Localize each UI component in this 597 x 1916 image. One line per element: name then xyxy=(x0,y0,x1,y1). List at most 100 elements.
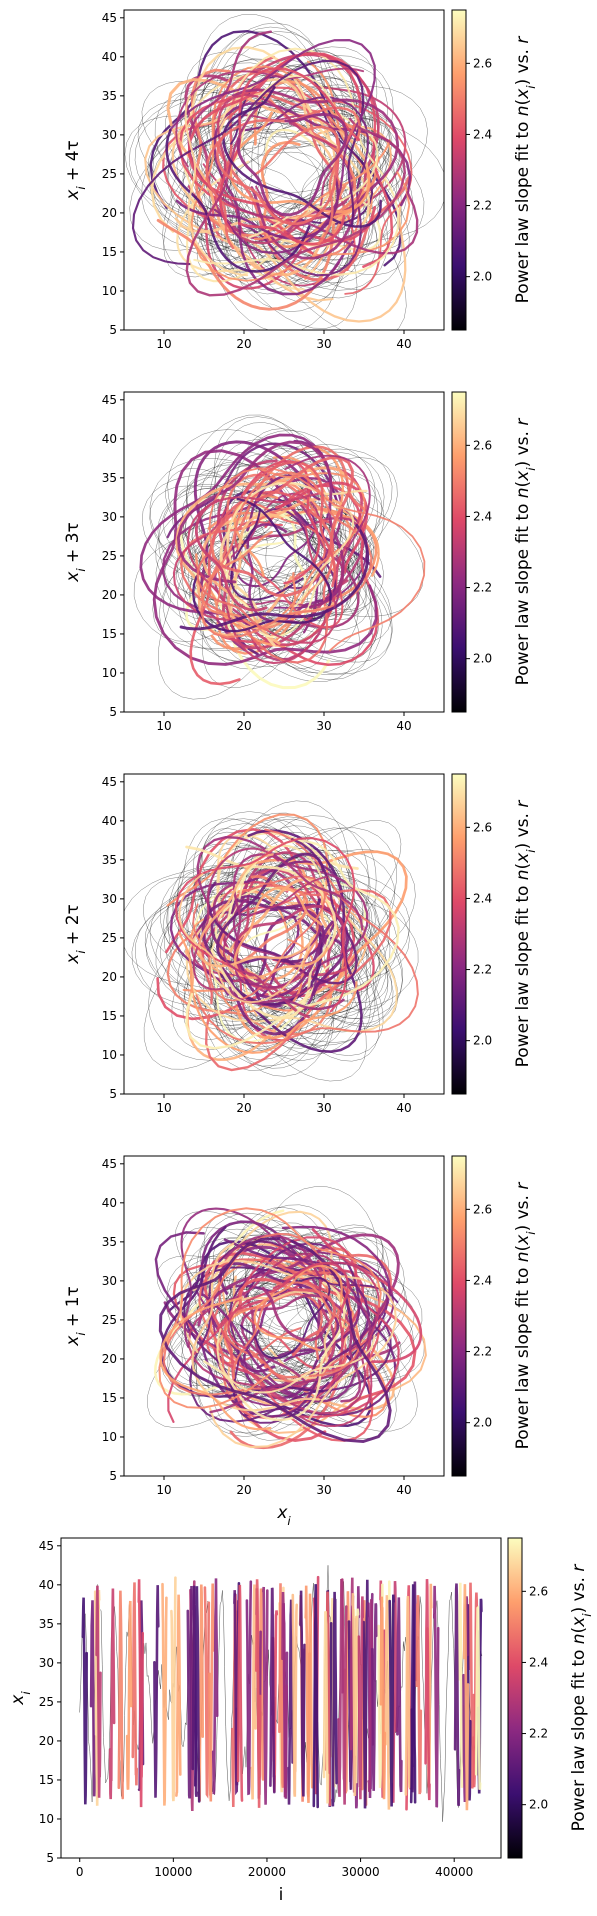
y-tick-label: 15 xyxy=(102,1009,117,1023)
colorbar-tick-label: 2.0 xyxy=(473,270,492,284)
trajectory-colored-segment xyxy=(158,1236,392,1443)
x-axis-label: i xyxy=(279,1885,284,1905)
x-tick-label: 30000 xyxy=(341,1865,379,1879)
colorbar-tick-label: 2.2 xyxy=(529,1727,548,1741)
time-series-colored-segment xyxy=(170,1576,177,1802)
trajectory-background-line xyxy=(192,105,380,286)
trajectory-colored-segment xyxy=(239,1276,331,1360)
trajectory-colored-segment xyxy=(167,1240,373,1427)
x-tick-label: 30 xyxy=(316,1483,331,1497)
colorbar-gradient xyxy=(451,391,467,713)
y-tick-label: 40 xyxy=(39,1578,54,1592)
colorbar-gradient xyxy=(451,1155,467,1477)
axes-frame xyxy=(60,1537,502,1859)
colorbar: 2.0 2.2 2.4 2.6 Power law slope fit to n(xi)… xyxy=(451,1155,538,1477)
time-series-colored-segment xyxy=(211,1578,219,1795)
time-series-colored-segment xyxy=(462,1584,470,1811)
time-series-colored-segment xyxy=(384,1595,391,1810)
y-tick-label: 5 xyxy=(109,1469,117,1483)
time-series-colored-segment xyxy=(281,1591,288,1798)
x-tick-label: 10 xyxy=(156,719,171,733)
x-tick-label: 20000 xyxy=(248,1865,286,1879)
time-series-colored-segment xyxy=(125,1600,133,1790)
trajectory-colored-segment xyxy=(219,1261,333,1328)
y-tick-label: 15 xyxy=(102,627,117,641)
x-tick-label: 20 xyxy=(236,1101,251,1115)
colorbar: 2.0 2.2 2.4 2.6 Power law slope fit to n(xi)… xyxy=(507,1537,594,1859)
trajectory-colored-segment xyxy=(180,1207,295,1348)
plot-area xyxy=(133,414,426,700)
y-tick-label: 10 xyxy=(102,666,117,680)
y-tick-label: 10 xyxy=(102,1430,117,1444)
trajectory-colored-segment xyxy=(159,1296,272,1431)
trajectory-colored-segment xyxy=(284,454,371,609)
x-tick-label: 20 xyxy=(236,1483,251,1497)
trajectory-colored-segment xyxy=(174,837,356,1013)
x-tick-label: 40 xyxy=(396,719,411,733)
plot-area xyxy=(124,800,419,1082)
x-tick-label: 10000 xyxy=(154,1865,192,1879)
time-series-colored-segment xyxy=(254,1579,262,1808)
colorbar: 2.0 2.2 2.4 2.6 Power law slope fit to n(xi)… xyxy=(451,773,538,1095)
colorbar-tick-label: 2.6 xyxy=(473,1202,492,1216)
y-tick-label: 25 xyxy=(102,167,117,181)
trajectory-colored-segment xyxy=(177,931,358,1054)
colorbar-tick-label: 2.0 xyxy=(473,652,492,666)
time-series-colored-segment xyxy=(131,1582,138,1786)
x-tick-label: 10 xyxy=(156,1483,171,1497)
trajectory-colored-segment xyxy=(168,38,376,255)
trajectory-colored-segment xyxy=(178,873,313,1004)
trajectory-colored-segment xyxy=(232,853,364,989)
x-tick-label: 30 xyxy=(316,337,331,351)
trajectory-colored-segment xyxy=(158,1207,382,1409)
trajectory-colored-segment xyxy=(236,112,348,217)
time-series-colored-segment xyxy=(362,1579,369,1809)
trajectory-colored-segment xyxy=(185,102,407,297)
time-series-colored-segment xyxy=(415,1595,423,1795)
time-series-colored-segment xyxy=(474,1605,482,1791)
time-series-colored-segment xyxy=(370,1603,378,1791)
trajectory-background-line xyxy=(172,828,325,975)
time-series-colored-segment xyxy=(287,1599,294,1805)
trajectory-colored-segment xyxy=(167,1236,400,1423)
time-series-colored-segment xyxy=(208,1583,215,1802)
trajectory-colored-segment xyxy=(208,467,426,652)
trajectory-colored-segment xyxy=(192,847,280,991)
y-axis-label: xi + 1τ xyxy=(63,1286,88,1346)
colorbar: 2.0 2.2 2.4 2.6 Power law slope fit to n(xi)… xyxy=(451,9,538,331)
time-series-colored-segment xyxy=(186,1585,194,1799)
y-tick-label: 30 xyxy=(39,1656,54,1670)
y-tick-label: 30 xyxy=(102,128,117,142)
trajectory-colored-segment xyxy=(222,876,328,999)
trajectory-colored-segment xyxy=(229,111,371,214)
y-tick-label: 40 xyxy=(102,814,117,828)
time-series-colored-segment xyxy=(312,1584,320,1809)
time-series-colored-segment xyxy=(193,1586,201,1803)
trajectory-background-line xyxy=(206,118,339,253)
time-series-colored-segment xyxy=(453,1583,461,1807)
trajectory-colored-segment xyxy=(196,836,369,1007)
trajectory-colored-segment xyxy=(261,1286,329,1342)
colorbar-label: Power law slope fit to n(xi) vs. r xyxy=(513,36,538,304)
colorbar-tick-label: 2.4 xyxy=(529,1655,548,1669)
time-series-colored-segment xyxy=(137,1579,144,1808)
y-tick-label: 40 xyxy=(102,1196,117,1210)
y-tick-label: 15 xyxy=(102,245,117,259)
colorbar-tick-label: 2.0 xyxy=(529,1798,548,1812)
y-tick-label: 20 xyxy=(102,970,117,984)
trajectory-background-line xyxy=(176,490,385,688)
y-tick-label: 25 xyxy=(102,931,117,945)
time-series-colored-segment xyxy=(409,1584,417,1804)
time-series-colored-segment xyxy=(388,1594,395,1807)
trajectory-colored-segment xyxy=(209,844,335,995)
y-tick-label: 45 xyxy=(102,1157,117,1171)
trajectory-colored-segment xyxy=(252,53,380,188)
trajectory-background-line xyxy=(223,118,377,263)
colorbar-tick-label: 2.2 xyxy=(473,1345,492,1359)
trajectory-colored-segment xyxy=(293,505,355,608)
trajectory-colored-segment xyxy=(253,139,391,240)
time-series-colored-segment xyxy=(175,1594,182,1797)
time-series-colored-segment xyxy=(250,1584,257,1800)
trajectory-colored-segment xyxy=(210,456,354,597)
